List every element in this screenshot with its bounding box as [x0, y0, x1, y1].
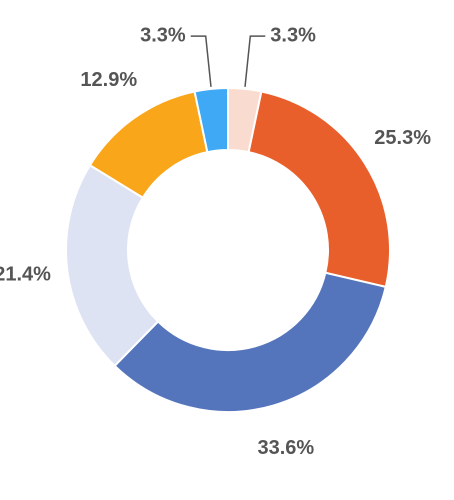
leader-line [244, 35, 266, 87]
data-label: 3.3% [270, 24, 316, 46]
data-label: 21.4% [0, 264, 51, 286]
donut-slice [247, 90, 391, 289]
data-label: 12.9% [80, 69, 137, 91]
donut-slice [193, 86, 229, 154]
data-label: 33.6% [258, 437, 315, 459]
data-label: 25.3% [374, 127, 431, 149]
donut-slice [113, 271, 387, 413]
data-label: 3.3% [140, 24, 186, 46]
leader-line [190, 35, 212, 87]
